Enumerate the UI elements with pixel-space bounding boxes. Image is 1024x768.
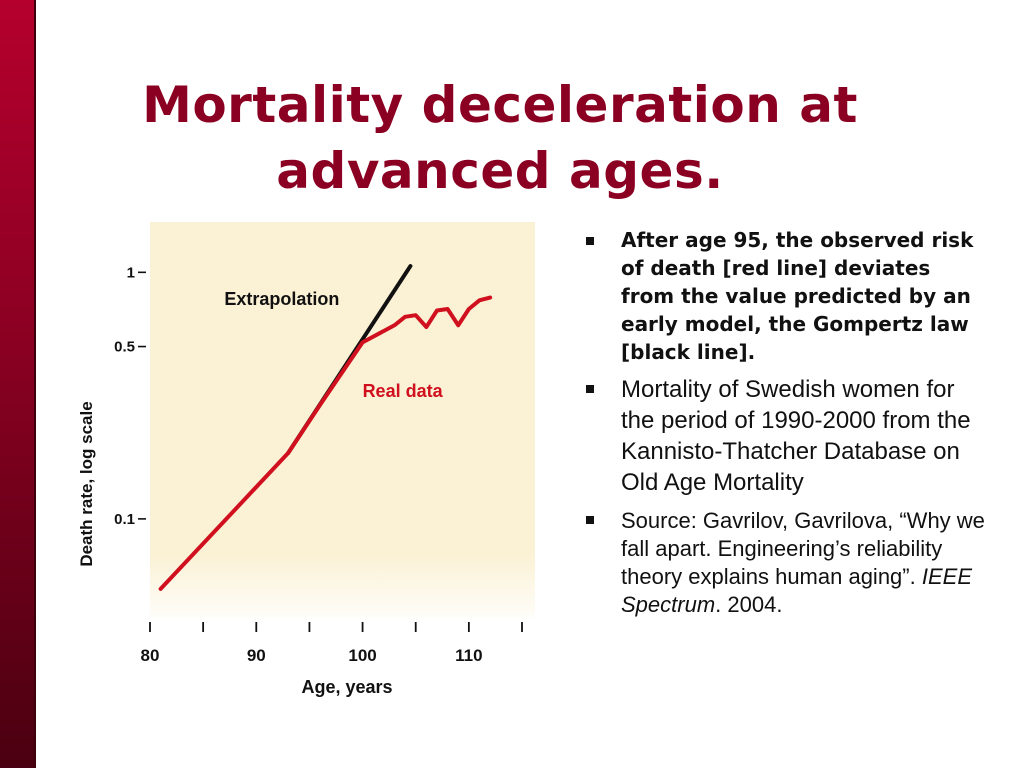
plot-background-fade [150, 552, 535, 617]
chart-panel: 1 0.5 0.1 80 90 100 110 Age, years Death rate, l… [77, 222, 535, 697]
real-data-label: Real data [363, 381, 444, 401]
y-tick-label: 0.1 [114, 511, 135, 528]
square-bullet-icon [586, 516, 594, 524]
bullet-item-3: Source: Gavrilov, Gavrilova, “Why we fal… [580, 507, 985, 619]
x-tick-label: 100 [348, 646, 376, 665]
x-tick-label: 110 [455, 646, 482, 665]
slide-sidebar-edge [34, 0, 36, 768]
extrapolation-label: Extrapolation [224, 289, 339, 309]
journal-name: IEEE Spectrum [621, 564, 972, 617]
bullet-item-1: After age 95, the observed risk of death… [580, 226, 985, 366]
mortality-chart: 1 0.5 0.1 80 90 100 110 Age, years Death rate, l… [77, 222, 535, 697]
y-axis-label: Death rate, log scale [77, 401, 96, 566]
x-tick-label: 80 [141, 646, 160, 665]
y-tick-label: 1 [127, 264, 135, 281]
source-citation-text: Source: Gavrilov, Gavrilova, “Why we fal… [621, 508, 985, 589]
x-axis-label: Age, years [301, 677, 392, 697]
square-bullet-icon [586, 385, 594, 393]
slide-sidebar-bar [0, 0, 34, 768]
x-tick-label: 90 [247, 646, 266, 665]
bullet-text-2: Mortality of Swedish women for the perio… [621, 376, 971, 496]
slide-title-line-2: advanced ages. [276, 142, 724, 200]
bullet-text-1: After age 95, the observed risk of death… [621, 228, 974, 364]
bullet-list: After age 95, the observed risk of death… [580, 226, 985, 619]
slide-title: Mortality deceleration at advanced ages. [90, 72, 910, 204]
citation-year: . 2004. [715, 592, 783, 617]
real-data-line [158, 295, 493, 591]
square-bullet-icon [586, 237, 594, 245]
bullet-item-2: Mortality of Swedish women for the perio… [580, 374, 985, 498]
plot-background [150, 222, 535, 617]
y-tick-label: 0.5 [114, 339, 135, 356]
slide-title-line-1: Mortality deceleration at [142, 76, 858, 134]
